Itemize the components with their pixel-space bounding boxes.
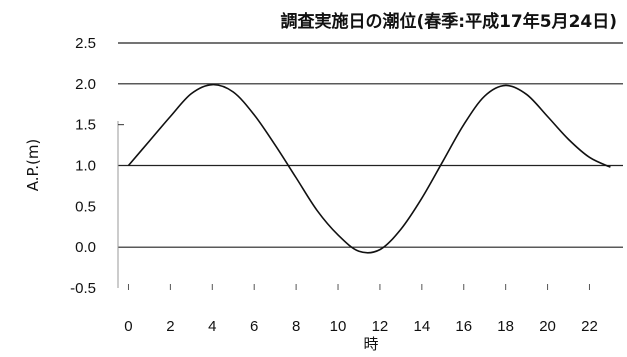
y-tick-label: 1.5 bbox=[75, 117, 96, 134]
x-tick-label: 12 bbox=[372, 318, 389, 335]
x-tick-label: 2 bbox=[166, 318, 174, 335]
gridlines bbox=[118, 42, 623, 248]
x-tick-label: 22 bbox=[581, 318, 598, 335]
x-tick-label: 0 bbox=[124, 318, 132, 335]
x-tick-label: 14 bbox=[413, 318, 430, 335]
x-axis-label: 時 bbox=[363, 335, 378, 353]
x-tick-label: 18 bbox=[497, 318, 514, 335]
series-group bbox=[127, 83, 611, 254]
y-tick-label: 0.0 bbox=[75, 239, 96, 256]
y-tick-label: 1.0 bbox=[75, 158, 96, 175]
x-tick-label: 20 bbox=[539, 318, 556, 335]
axes bbox=[117, 121, 590, 290]
y-axis-label: A.P.(m) bbox=[24, 139, 42, 192]
x-tick-label: 8 bbox=[292, 318, 300, 335]
y-tick-label: -0.5 bbox=[70, 280, 96, 297]
y-tick-label: 2.0 bbox=[75, 76, 96, 93]
y-tick-label: 2.5 bbox=[75, 35, 96, 52]
x-tick-label: 16 bbox=[455, 318, 472, 335]
tide-series-line bbox=[127, 83, 611, 254]
x-tick-label: 4 bbox=[208, 318, 216, 335]
x-tick-labels: 0 2 4 6 8 10 12 14 16 18 20 22 bbox=[124, 318, 598, 335]
y-tick-label: 0.5 bbox=[75, 198, 96, 215]
x-tick-label: 6 bbox=[250, 318, 258, 335]
x-tick-label: 10 bbox=[330, 318, 347, 335]
y-tick-labels: 2.5 2.0 1.5 1.0 0.5 0.0 -0.5 bbox=[70, 35, 96, 297]
chart-title: 調査実施日の潮位(春季:平成17年5月24日) bbox=[281, 11, 617, 32]
